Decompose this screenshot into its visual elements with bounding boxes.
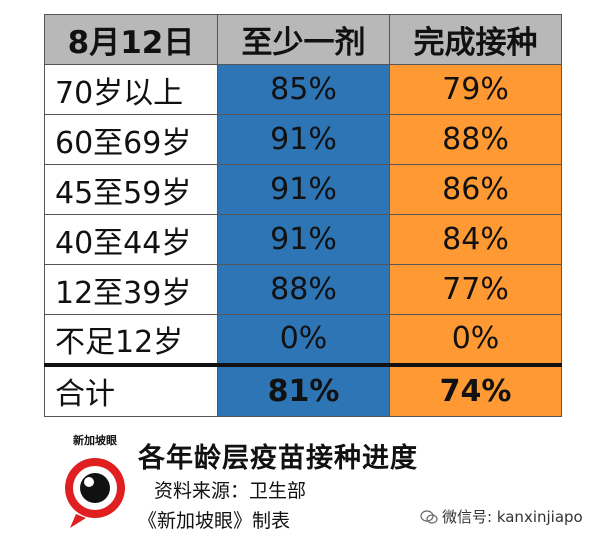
table-header-row: 8月12日 至少一剂 完成接种 (44, 14, 562, 65)
footer-source: 资料来源：卫生部 (154, 480, 307, 502)
fully-vaccinated-cell: 84% (389, 214, 562, 265)
at-least-one-dose-cell: 88% (217, 264, 390, 315)
row-category-cell: 12至39岁 (44, 264, 218, 315)
at-least-one-dose-cell: 81% (217, 362, 390, 417)
footer-maker: 《新加坡眼》制表 (138, 510, 291, 532)
row-category-cell: 不足12岁 (44, 314, 218, 365)
fully-vaccinated-cell: 88% (389, 114, 562, 165)
fully-vaccinated-cell: 74% (389, 362, 562, 417)
at-least-one-dose-cell: 85% (217, 64, 390, 115)
fully-vaccinated-cell: 77% (389, 264, 562, 315)
at-least-one-dose-cell: 91% (217, 164, 390, 215)
footer: 新加坡眼 各年龄层疫苗接种进度 资料来源：卫生部 《新加坡眼》制表 微信号: k… (56, 432, 596, 540)
svg-text:新加坡眼: 新加坡眼 (73, 433, 117, 447)
table-row: 12至39岁 88% 77% (44, 264, 562, 315)
header-date: 8月12日 (44, 14, 218, 65)
wechat-id: 微信号: kanxinjiapo (420, 506, 583, 527)
header-fully-vaccinated: 完成接种 (389, 14, 562, 65)
table-row: 40至44岁 91% 84% (44, 214, 562, 265)
table-row: 45至59岁 91% 86% (44, 164, 562, 215)
footer-headline: 各年龄层疫苗接种进度 (138, 443, 418, 474)
row-category-cell: 70岁以上 (44, 64, 218, 115)
wechat-icon (420, 509, 438, 524)
at-least-one-dose-cell: 91% (217, 214, 390, 265)
row-category-cell: 60至69岁 (44, 114, 218, 165)
vaccination-table: 8月12日 至少一剂 完成接种 70岁以上 85% 79% 60至69岁 91% 88% 4… (44, 14, 562, 417)
row-category-cell: 40至44岁 (44, 214, 218, 265)
table-row: 60至69岁 91% 88% (44, 114, 562, 165)
table-row: 70岁以上 85% 79% (44, 64, 562, 115)
logo-eye-icon: 新加坡眼 (65, 433, 125, 528)
row-category-cell: 合计 (44, 362, 218, 417)
fully-vaccinated-cell: 0% (389, 314, 562, 365)
table-row: 不足12岁 0% 0% (44, 314, 562, 365)
at-least-one-dose-cell: 0% (217, 314, 390, 365)
table-total-row: 合计 81% 74% (44, 362, 562, 417)
fully-vaccinated-cell: 86% (389, 164, 562, 215)
table-body: 70岁以上 85% 79% 60至69岁 91% 88% 45至59岁 91% 86% 40至44… (44, 64, 562, 417)
fully-vaccinated-cell: 79% (389, 64, 562, 115)
row-category-cell: 45至59岁 (44, 164, 218, 215)
at-least-one-dose-cell: 91% (217, 114, 390, 165)
wechat-label: 微信号: kanxinjiapo (442, 508, 583, 526)
vaccination-table-container: 8月12日 至少一剂 完成接种 70岁以上 85% 79% 60至69岁 91% 88% 4… (44, 14, 562, 417)
header-at-least-one-dose: 至少一剂 (217, 14, 390, 65)
